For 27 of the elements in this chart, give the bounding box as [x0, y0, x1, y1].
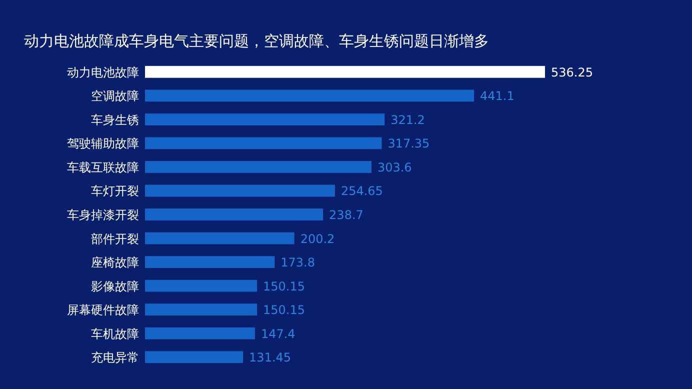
category-label: 屏幕硬件故障 — [67, 303, 139, 318]
value-label: 150.15 — [263, 303, 305, 318]
category-label: 动力电池故障 — [67, 65, 139, 80]
category-label: 座椅故障 — [91, 256, 139, 270]
title: 动力电池故障成车身电气主要问题，空调故障、车身生锈问题日渐增多 — [24, 32, 489, 50]
value-label: 303.6 — [377, 160, 412, 174]
value-label: 131.45 — [249, 350, 292, 365]
value-label: 321.2 — [390, 112, 425, 127]
category-label: 影像故障 — [91, 279, 139, 294]
value-label: 238.7 — [329, 208, 364, 222]
value-label: 254.65 — [340, 184, 383, 198]
category-label: 充电异常 — [91, 350, 139, 365]
category-label: 驾驶辅助故障 — [67, 136, 139, 151]
category-label: 空调故障 — [91, 89, 139, 104]
category-label: 车身生锈 — [91, 112, 139, 127]
category-label: 车身掉漆开裂 — [67, 208, 139, 222]
value-label: 536.25 — [551, 65, 593, 80]
value-label: 441.1 — [480, 89, 514, 104]
value-label: 147.4 — [260, 326, 296, 341]
category-label: 车灯开裂 — [91, 184, 139, 198]
value-label: 173.8 — [280, 256, 315, 270]
category-label: 部件开裂 — [91, 232, 139, 246]
category-label: 车机故障 — [91, 326, 139, 341]
value-label: 317.35 — [388, 136, 430, 151]
category-label: 车载互联故障 — [67, 160, 139, 174]
value-label: 200.2 — [300, 232, 335, 246]
value-label: 150.15 — [263, 279, 305, 294]
